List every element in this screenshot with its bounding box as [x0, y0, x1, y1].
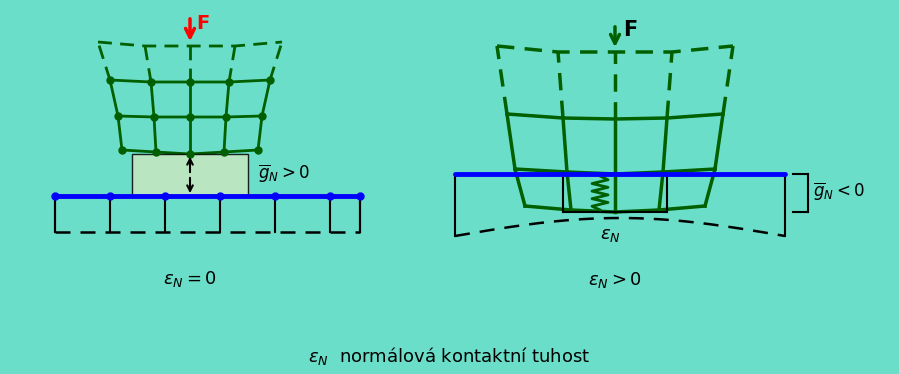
Bar: [132, 154, 248, 196]
Text: $\varepsilon_N = 0$: $\varepsilon_N = 0$: [163, 269, 217, 289]
Text: F: F: [623, 20, 637, 40]
Text: $\overline{g}_N > 0$: $\overline{g}_N > 0$: [258, 162, 310, 184]
Text: $\varepsilon_N > 0$: $\varepsilon_N > 0$: [588, 270, 642, 290]
Text: F: F: [196, 14, 209, 33]
Text: $\overline{g}_N < 0$: $\overline{g}_N < 0$: [813, 180, 865, 202]
Text: $\varepsilon_N$  normálová kontaktní tuhost: $\varepsilon_N$ normálová kontaktní tuho…: [307, 345, 590, 367]
Text: $\varepsilon_N$: $\varepsilon_N$: [600, 226, 620, 244]
